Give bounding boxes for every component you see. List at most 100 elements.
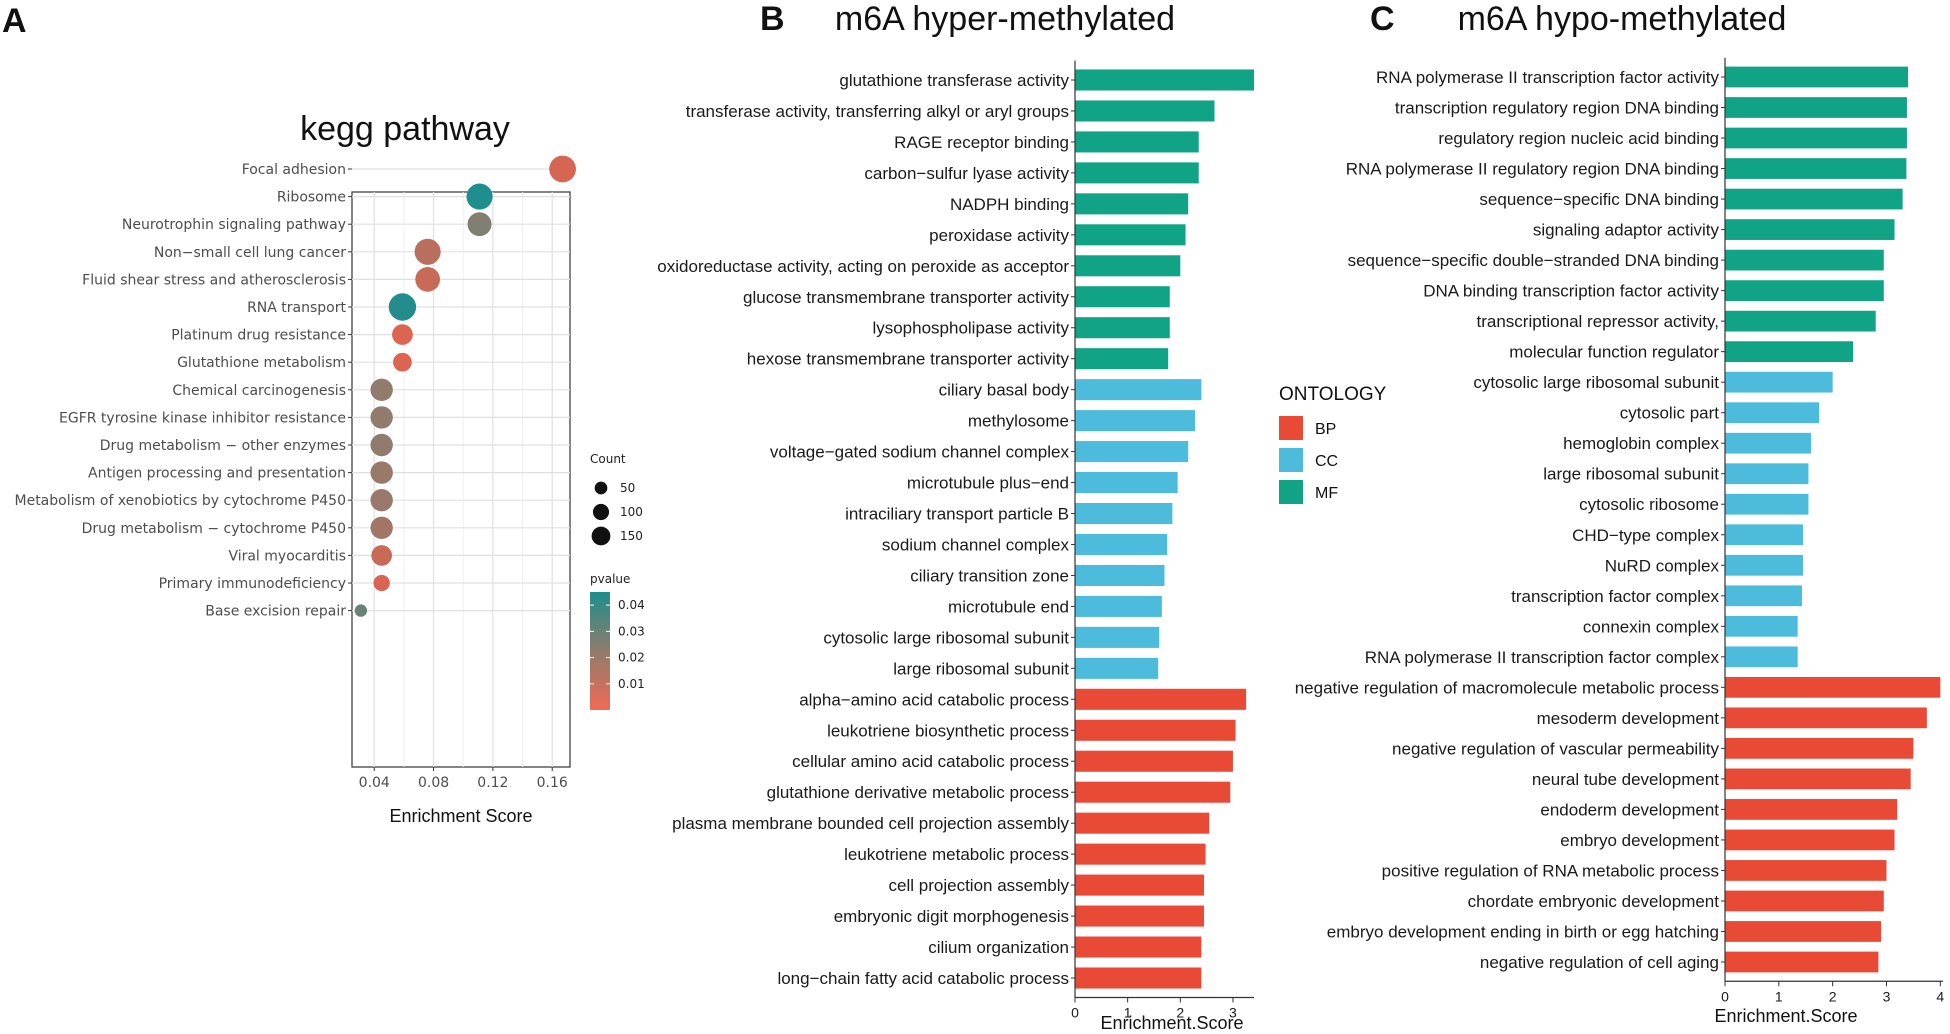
hypo-category-label: regulatory region nucleic acid binding <box>1438 129 1719 148</box>
hypo-bar <box>1725 524 1804 546</box>
hyper-bar <box>1075 564 1165 586</box>
hypo-x-axis: 0 1 2 3 4 <box>1721 57 1944 1004</box>
hyper-bar <box>1075 472 1178 494</box>
ontology-legend-label: BP <box>1315 421 1336 438</box>
hyper-bar <box>1075 193 1189 215</box>
hyper-x-tick-label: 3 <box>1229 1004 1237 1020</box>
hyper-bar <box>1075 162 1199 184</box>
hypo-category-label: transcriptional repressor activity, <box>1477 312 1720 331</box>
hyper-bars <box>1075 69 1254 989</box>
ontology-legend-swatch-bp <box>1279 416 1303 440</box>
kegg-category-label: Glutathione metabolism <box>177 355 346 371</box>
hyper-bar <box>1075 750 1233 772</box>
hyper-category-label: transferase activity, transferring alkyl… <box>686 102 1069 121</box>
hyper-x-tick-label: 2 <box>1176 1004 1184 1020</box>
panel-letter-b: B <box>760 0 785 38</box>
hypo-bar <box>1725 402 1820 424</box>
hyper-bar <box>1075 224 1186 246</box>
kegg-dot-plot: kegg pathway Focal adhesion Ribosome Neuro… <box>15 110 645 826</box>
hyper-bar-chart: m6A hyper-methylated glutathione transfe… <box>657 0 1254 1033</box>
hypo-category-label: transcription regulatory region DNA bind… <box>1395 99 1719 118</box>
hyper-category-label: microtubule end <box>948 597 1069 616</box>
hyper-category-label: leukotriene metabolic process <box>844 845 1069 864</box>
kegg-category-label: Focal adhesion <box>242 162 346 178</box>
pvalue-legend-label: 0.04 <box>618 598 645 612</box>
hypo-category-label: chordate embryonic development <box>1468 892 1720 911</box>
hypo-category-label: CHD−type complex <box>1572 526 1719 545</box>
count-legend-dot-1 <box>592 503 610 521</box>
hypo-category-label: connexin complex <box>1583 617 1720 636</box>
hyper-bar <box>1075 626 1160 648</box>
count-legend-dot-2 <box>591 526 611 546</box>
hypo-bar <box>1725 676 1941 698</box>
kegg-point <box>466 183 493 210</box>
hypo-bar <box>1725 615 1798 637</box>
hyper-bar <box>1075 719 1236 741</box>
hyper-bar <box>1075 781 1231 803</box>
hyper-bar <box>1075 379 1202 401</box>
hypo-x-tick-label: 3 <box>1883 988 1891 1004</box>
kegg-category-label: Non−small cell lung cancer <box>154 245 346 261</box>
hypo-category-label: RNA polymerase II regulatory region DNA … <box>1346 160 1719 179</box>
kegg-point <box>549 155 576 183</box>
kegg-point <box>370 378 393 401</box>
kegg-point <box>370 433 393 457</box>
hyper-category-labels: glutathione transferase activity transfer… <box>657 71 1075 988</box>
hypo-bar <box>1725 493 1809 515</box>
hyper-x-axis: 0 1 2 3 <box>1071 60 1254 1020</box>
kegg-point <box>373 574 390 592</box>
hyper-category-label: glutathione derivative metabolic process <box>767 783 1069 802</box>
ontology-legend-label: MF <box>1315 485 1338 502</box>
hyper-bar <box>1075 688 1247 710</box>
hypo-category-label: RNA polymerase II transcription factor a… <box>1376 68 1719 87</box>
pvalue-legend: pvalue 0.04 0.03 0.02 0.01 <box>590 572 645 710</box>
kegg-category-label: Primary immunodeficiency <box>159 576 346 592</box>
count-legend-dot-0 <box>594 481 608 495</box>
kegg-category-label: Base excision repair <box>205 604 346 620</box>
hyper-bar <box>1075 69 1254 91</box>
pvalue-legend-label: 0.01 <box>618 677 645 691</box>
hypo-category-label: signaling adaptor activity <box>1533 221 1720 240</box>
hypo-bar-chart: m6A hypo-methylated RNA polymerase II tr… <box>1295 0 1945 1026</box>
hypo-category-label: NuRD complex <box>1605 556 1720 575</box>
kegg-category-label: RNA transport <box>247 300 346 316</box>
hypo-bar <box>1725 890 1884 912</box>
hyper-category-label: hexose transmembrane transporter activit… <box>747 350 1070 369</box>
kegg-category-label: Metabolism of xenobiotics by cytochrome … <box>15 493 347 509</box>
hypo-bar <box>1725 921 1882 942</box>
hypo-title: m6A hypo-methylated <box>1458 0 1787 38</box>
pvalue-colorbar <box>590 592 610 710</box>
hypo-bar <box>1725 280 1884 301</box>
kegg-point <box>370 516 393 539</box>
ontology-legend-swatch-cc <box>1279 448 1303 472</box>
hypo-x-tick-label: 1 <box>1775 988 1783 1004</box>
hypo-category-label: cytosolic part <box>1620 404 1719 423</box>
hyper-category-label: plasma membrane bounded cell projection … <box>672 814 1069 833</box>
hypo-bar <box>1725 371 1833 393</box>
hypo-bar <box>1725 158 1907 179</box>
kegg-category-label: Fluid shear stress and atherosclerosis <box>82 272 346 288</box>
hypo-category-label: large ribosomal subunit <box>1543 465 1719 484</box>
hyper-category-label: glucose transmembrane transporter activi… <box>743 288 1069 307</box>
ontology-legend: ONTOLOGY BP CC MF <box>1279 384 1387 504</box>
hypo-category-label: sequence−specific double−stranded DNA bi… <box>1348 251 1719 270</box>
kegg-category-label: Chemical carcinogenesis <box>172 383 346 399</box>
hyper-bar <box>1075 812 1210 834</box>
hyper-category-label: oxidoreductase activity, acting on perox… <box>657 257 1069 276</box>
hypo-category-label: cytosolic large ribosomal subunit <box>1473 373 1719 392</box>
hypo-x-axis-title: Enrichment.Score <box>1714 1006 1857 1026</box>
hyper-category-label: leukotriene biosynthetic process <box>827 721 1069 740</box>
hyper-x-tick-label: 0 <box>1071 1004 1079 1020</box>
kegg-point <box>370 489 393 512</box>
hyper-bar <box>1075 131 1199 153</box>
hyper-category-label: cellular amino acid catabolic process <box>792 752 1069 771</box>
kegg-point <box>415 267 440 292</box>
hypo-bar <box>1725 66 1909 88</box>
hyper-category-label: sodium channel complex <box>882 535 1070 554</box>
kegg-title: kegg pathway <box>300 110 510 148</box>
kegg-category-label: Viral myocarditis <box>228 548 346 564</box>
hypo-category-label: molecular function regulator <box>1509 343 1719 362</box>
kegg-point <box>354 604 368 617</box>
hypo-category-label: negative regulation of cell aging <box>1480 953 1719 972</box>
count-legend-label: 50 <box>620 481 635 495</box>
